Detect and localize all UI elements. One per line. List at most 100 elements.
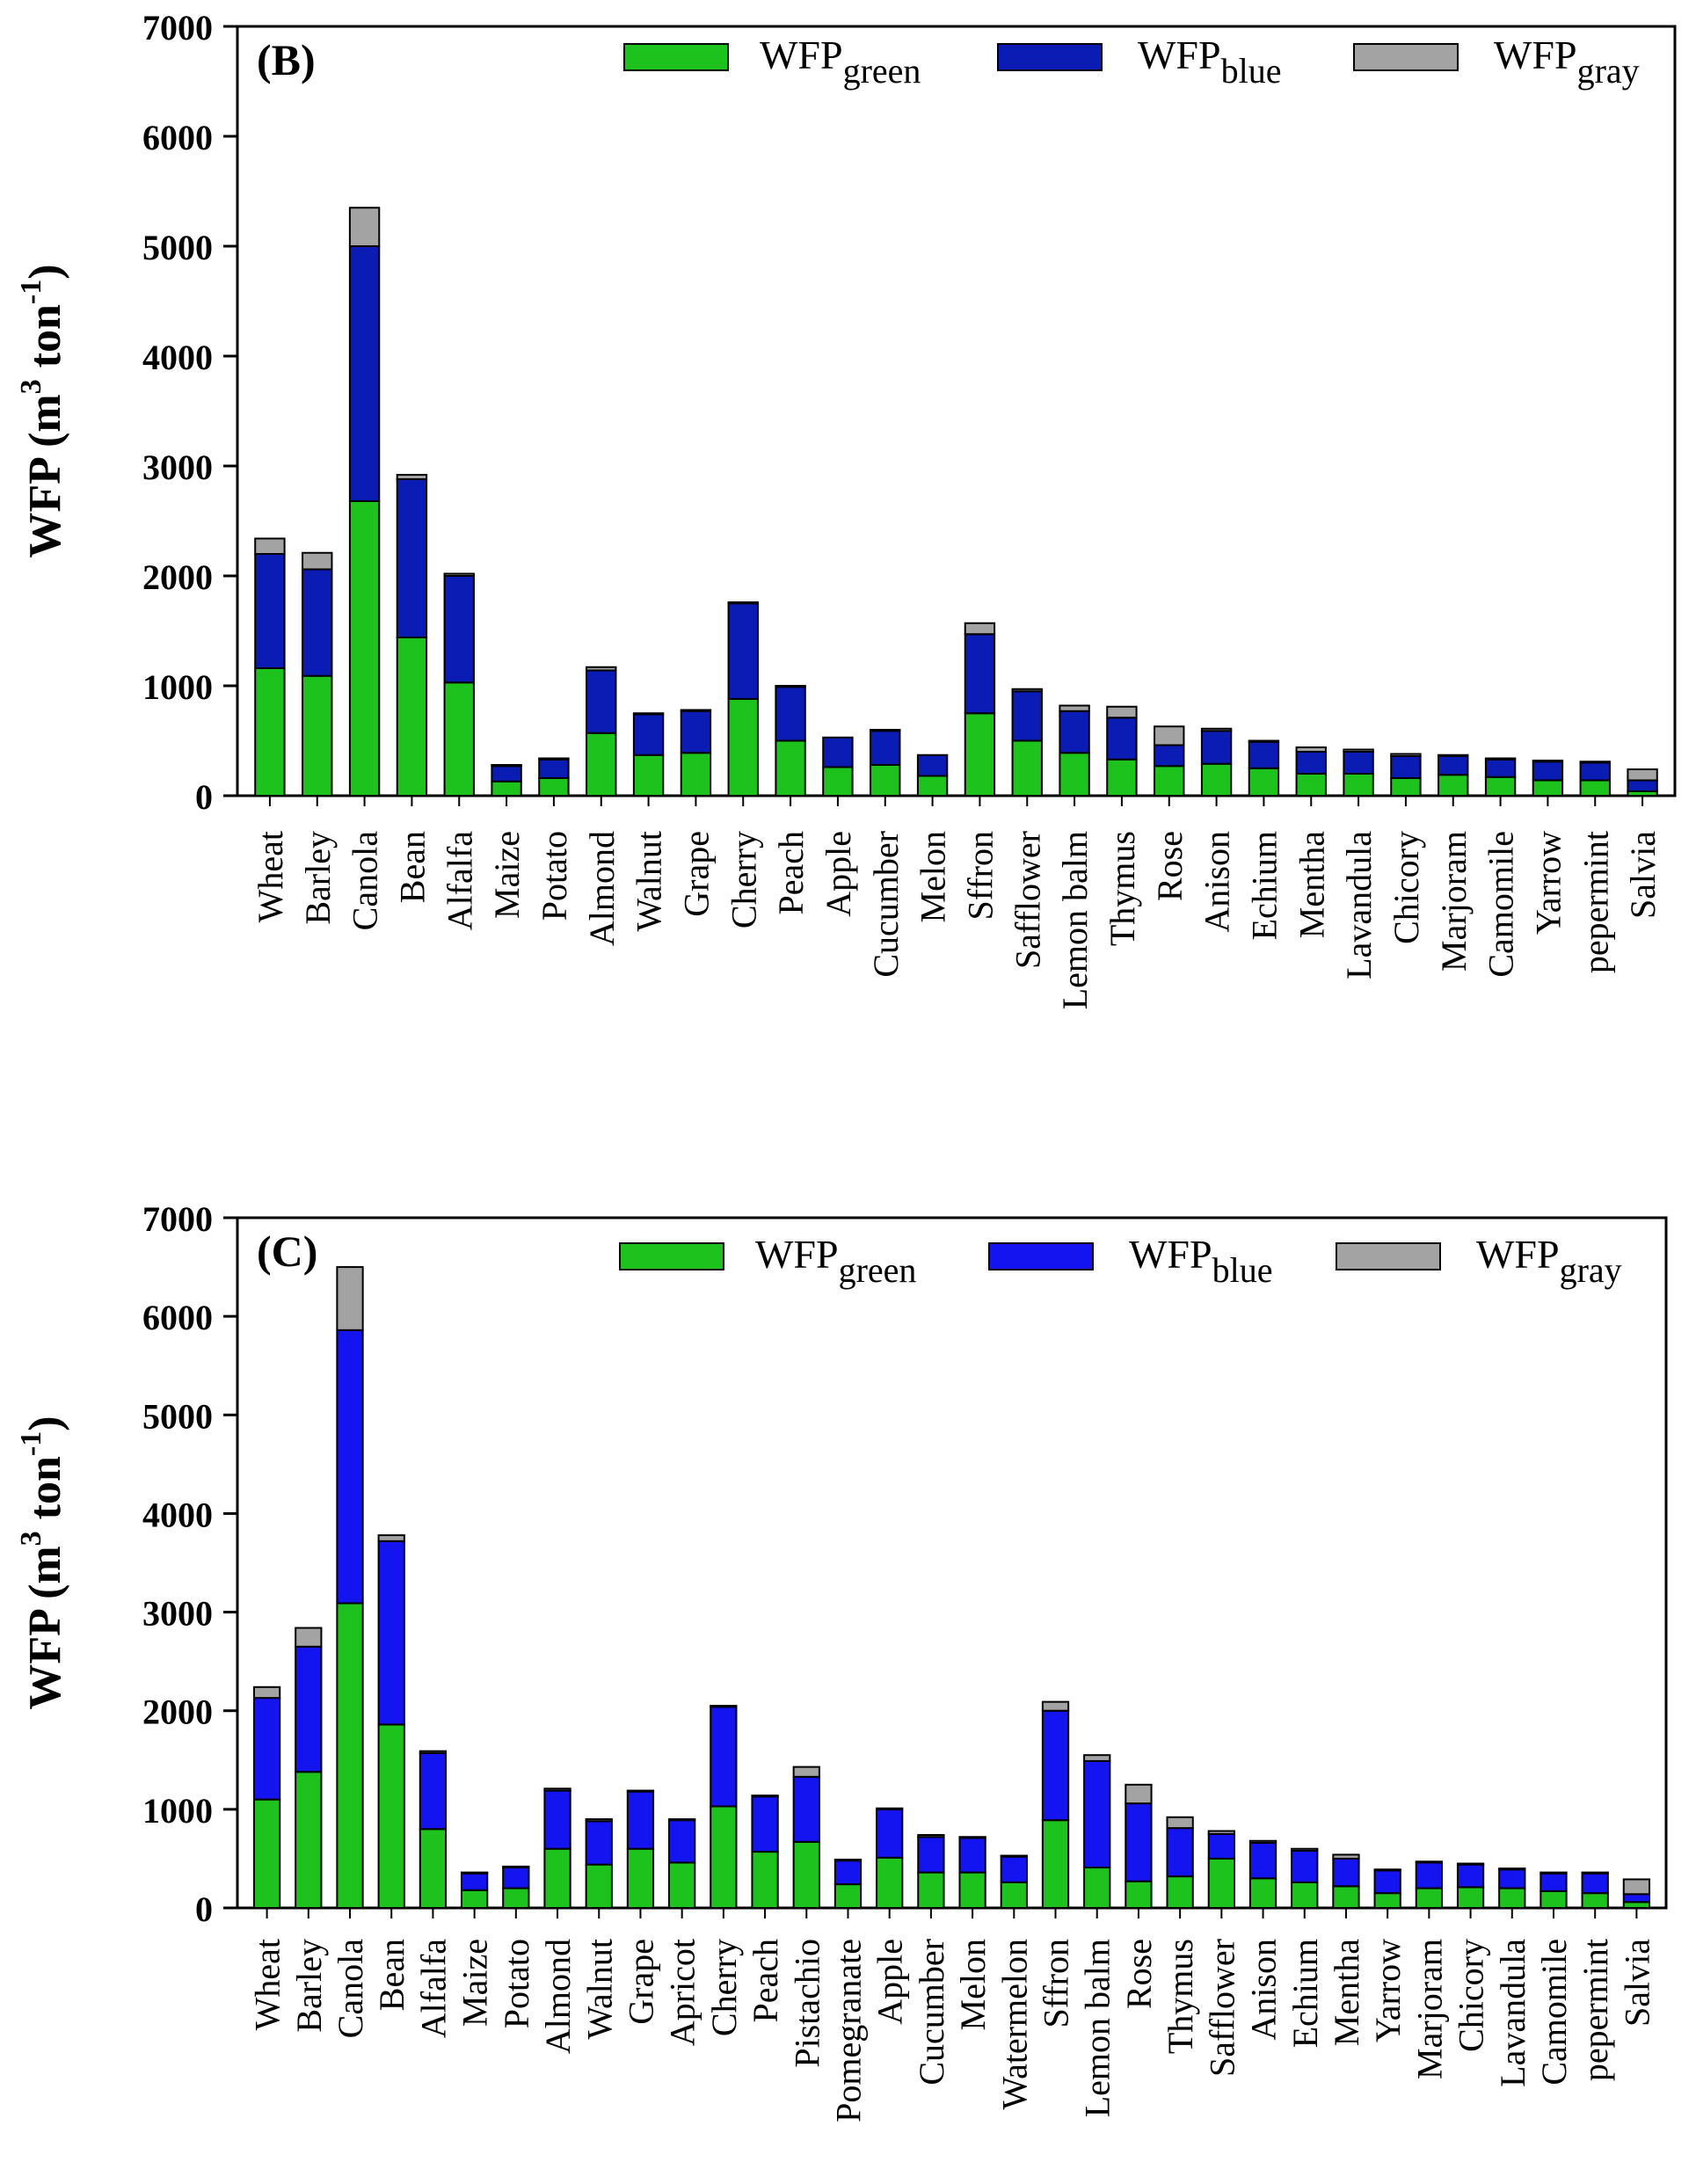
bar-wfpgreen-marjoram: [1415, 1887, 1444, 1910]
bar-wfpgray-pepermint: [1581, 1871, 1609, 1875]
x-tick-label-sffron: Sffron: [960, 831, 1000, 920]
bar-wfpgray-watermelon: [1000, 1854, 1028, 1858]
bar-wfpgray-anison: [1200, 727, 1233, 732]
y-tick-label: 2000: [142, 1693, 213, 1732]
x-tick-label-mentha: Mentha: [1327, 1939, 1366, 2046]
bar-wfpgray-camomile: [1540, 1871, 1568, 1875]
bar-wfpblue-thymus: [1106, 717, 1138, 761]
bar-wfpgreen-apple: [876, 1856, 904, 1909]
bar-wfpblue-chicory: [1456, 1863, 1485, 1889]
bar-wfpgreen-pomegranate: [833, 1883, 863, 1909]
bar-wfpgray-rose: [1125, 1783, 1153, 1805]
bar-wfpblue-marjoram: [1415, 1861, 1444, 1889]
bar-wfpblue-cucumber: [870, 730, 901, 766]
bar-wfpblue-echium: [1248, 740, 1280, 769]
x-tick-label-cherry: Cherry: [704, 1939, 744, 2036]
bar-wfpblue-camomile: [1484, 758, 1517, 778]
bar-wfpgray-salvia: [1627, 768, 1658, 782]
bar-wfpblue-canola: [348, 245, 381, 502]
bar-wfpgray-lemon-balm: [1083, 1754, 1111, 1762]
bar-wfpgray-echium: [1291, 1847, 1319, 1852]
x-tick-label-peach: Peach: [771, 831, 811, 915]
bar-wfpgray-apricot: [668, 1818, 696, 1822]
x-tick-label-echium: Echium: [1285, 1939, 1325, 2048]
bar-wfpgray-grape: [680, 709, 712, 712]
bar-wfpgreen-camomile: [1484, 775, 1517, 797]
bar-wfpblue-bean: [377, 1540, 405, 1726]
chart-panel-b: 0 1000 2000 3000 4000 5000 6000 7000 WFP (m3 ton…: [15, 8, 1677, 1009]
bar-wfpgreen-chicory: [1456, 1886, 1485, 1909]
bar-wfpgray-echium: [1248, 739, 1280, 743]
x-tick-label-alfalfa: Alfalfa: [413, 1939, 453, 2039]
bar-wfpgreen-yarrow: [1373, 1892, 1401, 1909]
x-tick-label-rose: Rose: [1119, 1939, 1159, 2009]
y-tick-label: 1000: [142, 1791, 213, 1831]
x-tick-label-grape: Grape: [621, 1939, 660, 2025]
bar-wfpgray-alfalfa: [419, 1750, 448, 1754]
bar-wfpgreen-thymus: [1166, 1875, 1194, 1909]
bar-wfpgray-lemon-balm: [1059, 704, 1090, 712]
bar-wfpblue-canola: [336, 1329, 364, 1605]
bar-wfpblue-wheat: [252, 1697, 281, 1801]
bar-wfpblue-pomegranate: [833, 1860, 863, 1886]
x-tick-label-pistachio: Pistachio: [787, 1939, 826, 2068]
bar-wfpgray-cucumber: [870, 729, 901, 732]
x-tick-label-salvia: Salvia: [1623, 831, 1663, 919]
bar-wfpgray-rose: [1154, 725, 1185, 746]
bar-wfpgreen-peach: [775, 739, 806, 797]
x-tick-label-chicory: Chicory: [1452, 1939, 1491, 2052]
y-tick-label: 4000: [142, 338, 213, 377]
bar-wfpgray-barley: [295, 1627, 323, 1648]
bar-wfpgray-cherry: [727, 601, 759, 605]
x-tick-label-lavandula: Lavandula: [1339, 831, 1379, 979]
x-tick-label-anison: Anison: [1244, 1939, 1284, 2041]
bar-wfpblue-apricot: [668, 1819, 696, 1864]
bar-wfpgreen-grape: [626, 1847, 655, 1910]
x-tick-label-anison: Anison: [1197, 831, 1237, 933]
bar-wfpgreen-pistachio: [792, 1840, 820, 1909]
legend-label-wfpblue: WFPblue: [1138, 33, 1281, 91]
y-axis-label: WFP (m3 ton-1): [15, 264, 70, 557]
bar-wfpblue-echium: [1291, 1849, 1319, 1883]
x-tick-label-safflower: Safflower: [1008, 831, 1047, 969]
bar-wfpgreen-sffron: [964, 712, 996, 797]
bar-wfpgreen-safflower: [1011, 739, 1043, 797]
bar-wfpgray-salvia: [1622, 1878, 1651, 1896]
x-tick-label-canola: Canola: [331, 1939, 370, 2039]
x-tick-label-wheat: Wheat: [248, 1939, 288, 2030]
bar-wfpgray-safflower: [1207, 1830, 1235, 1835]
bar-wfpgray-grape: [626, 1789, 655, 1793]
bar-wfpgray-canola: [336, 1266, 364, 1331]
x-tick-label-grape: Grape: [676, 831, 716, 917]
y-tick-label: 3000: [142, 1594, 213, 1634]
bar-wfpgray-marjoram: [1415, 1860, 1444, 1864]
bar-wfpblue-almond: [586, 669, 617, 734]
x-tick-label-pepermint: pepermint: [1576, 831, 1615, 973]
bar-wfpgreen-melon: [916, 775, 949, 797]
bar-wfpblue-barley: [295, 1645, 323, 1773]
legend-swatch-wfpgreen: [623, 43, 729, 71]
bar-wfpgreen-pepermint: [1579, 779, 1611, 797]
chart-panel-c: 0 1000 2000 3000 4000 5000 6000 7000 WFP (m3 ton…: [15, 1199, 1668, 2122]
bar-wfpblue-lavandula: [1343, 751, 1374, 775]
x-tick-label-melon: Melon: [914, 831, 953, 922]
bar-wfpgreen-bean: [377, 1723, 405, 1910]
bar-wfpblue-wheat: [254, 553, 286, 669]
bar-wfpgray-alfalfa: [443, 572, 475, 577]
x-tick-label-maize: Maize: [455, 1939, 495, 2027]
bar-wfpgreen-echium: [1291, 1881, 1319, 1909]
bar-wfpgray-sffron: [1041, 1700, 1070, 1712]
bar-wfpblue-yarrow: [1532, 761, 1564, 782]
bar-wfpgreen-walnut: [632, 753, 665, 797]
bar-wfpblue-mentha: [1332, 1857, 1360, 1888]
bar-wfpblue-melon: [958, 1837, 986, 1874]
bar-wfpblue-watermelon: [1000, 1855, 1028, 1883]
bar-wfpblue-chicory: [1390, 755, 1422, 779]
x-tick-label-almond: Almond: [582, 831, 622, 946]
bar-wfpblue-salvia: [1622, 1893, 1651, 1904]
bar-wfpblue-lemon-balm: [1083, 1759, 1111, 1869]
x-tick-label-potato: Potato: [497, 1939, 536, 2028]
bar-wfpblue-safflower: [1011, 690, 1043, 742]
x-tick-label-cucumber: Cucumber: [912, 1939, 951, 2086]
